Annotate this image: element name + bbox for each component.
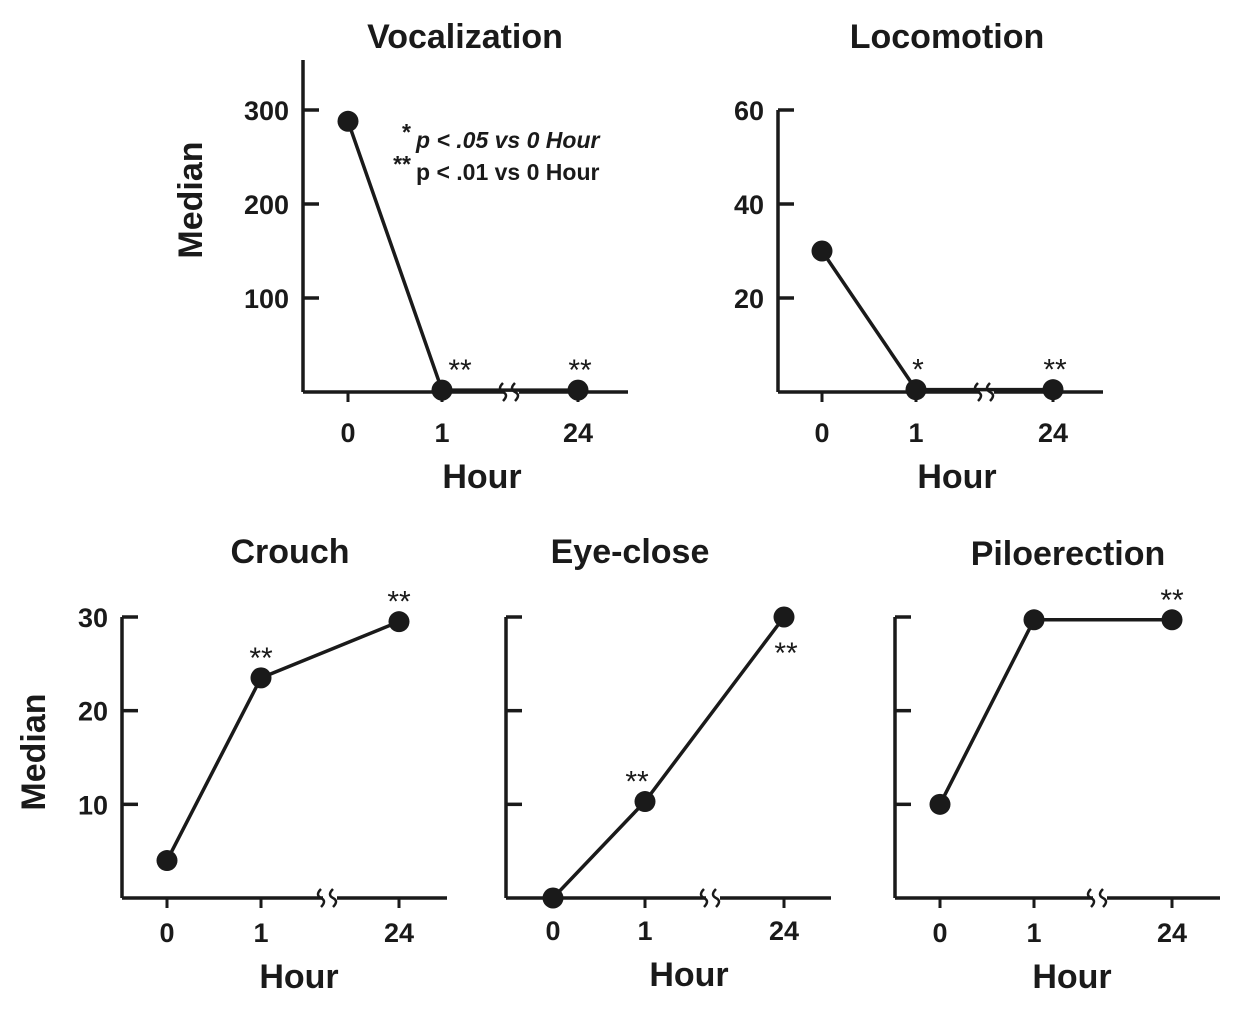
significance-legend: * p < .05 vs 0 Hour ** p < .01 vs 0 Hour <box>393 119 600 185</box>
chart-panel-piloerection: Piloerection 0 1 24 Hour ** <box>893 535 1220 996</box>
axis-break-mark <box>498 382 508 402</box>
significance-marker: ** <box>625 766 649 799</box>
axis-break-mark <box>1098 888 1108 908</box>
axis-break-mark <box>510 382 520 402</box>
x-tick-label: 24 <box>769 916 799 946</box>
data-point-24 <box>773 606 795 628</box>
significance-marker: ** <box>774 637 798 670</box>
significance-marker: ** <box>387 586 411 619</box>
axis-break-mark <box>699 888 709 908</box>
x-tick-label: 0 <box>814 418 829 448</box>
chart-panel-crouch: Crouch Median 10 20 30 0 1 24 Hour ** ** <box>15 533 447 996</box>
x-axis-label: Hour <box>442 458 521 496</box>
x-tick-label: 0 <box>340 418 355 448</box>
legend-star-double: ** <box>393 151 411 177</box>
axis-break-mark <box>985 382 995 402</box>
x-axis-label: Hour <box>649 956 728 994</box>
data-point-0 <box>156 850 178 872</box>
axis-break-mark <box>1086 888 1096 908</box>
y-tick-label: 40 <box>734 190 764 220</box>
significance-marker: ** <box>249 642 273 675</box>
series-line <box>165 620 400 862</box>
data-point-24 <box>567 379 589 401</box>
y-tick-label: 20 <box>734 284 764 314</box>
axis-break-mark <box>973 382 983 402</box>
x-tick-label: 0 <box>932 918 947 948</box>
y-tick-label: 20 <box>78 697 108 727</box>
x-tick-label: 24 <box>1157 918 1187 948</box>
y-axis-label: Median <box>172 141 210 258</box>
x-tick-label: 1 <box>1026 918 1041 948</box>
x-tick-label: 24 <box>1038 418 1068 448</box>
axis-break-mark <box>711 888 721 908</box>
significance-marker: ** <box>1043 354 1067 387</box>
data-point-1 <box>634 791 656 813</box>
y-tick-label: 30 <box>78 603 108 633</box>
x-axis-label: Hour <box>259 958 338 996</box>
data-point-0 <box>337 110 359 132</box>
chart-title: Eye-close <box>551 533 710 571</box>
x-tick-label: 0 <box>545 916 560 946</box>
y-axis-label: Median <box>15 693 53 810</box>
data-point-0 <box>811 240 833 262</box>
data-point-0 <box>929 793 951 815</box>
y-tick-label: 300 <box>244 96 289 126</box>
data-point-1 <box>431 379 453 401</box>
chart-title: Locomotion <box>850 18 1045 56</box>
y-tick-label: 10 <box>78 790 108 820</box>
chart-title: Vocalization <box>367 18 563 56</box>
significance-marker: ** <box>1160 584 1184 617</box>
significance-marker: ** <box>568 354 592 387</box>
chart-panel-eye-close: Eye-close 0 1 24 Hour ** ** <box>504 533 831 994</box>
y-tick-label: 200 <box>244 190 289 220</box>
x-tick-label: 24 <box>563 418 593 448</box>
x-tick-label: 24 <box>384 918 414 948</box>
x-tick-label: 0 <box>159 918 174 948</box>
x-tick-label: 1 <box>253 918 268 948</box>
y-tick-label: 60 <box>734 96 764 126</box>
chart-title: Piloerection <box>971 535 1166 573</box>
x-tick-label: 1 <box>637 916 652 946</box>
data-point-24 <box>1042 379 1064 401</box>
x-tick-label: 1 <box>908 418 923 448</box>
series-line <box>820 250 1053 392</box>
series-line <box>551 615 786 900</box>
legend-text-p01: p < .01 vs 0 Hour <box>416 159 599 185</box>
data-point-24 <box>1161 609 1183 631</box>
significance-marker: ** <box>448 354 472 387</box>
data-point-1 <box>1023 609 1045 631</box>
y-tick-label: 100 <box>244 284 289 314</box>
series-line <box>938 618 1172 806</box>
chart-panel-vocalization: Vocalization Median 100 200 300 0 1 24 Hour ** ** <box>172 18 628 496</box>
data-point-24 <box>388 611 410 633</box>
legend-text-p05: p < .05 vs 0 Hour <box>415 127 600 153</box>
x-axis-label: Hour <box>917 458 996 496</box>
significance-marker: * <box>912 354 924 387</box>
data-point-1 <box>905 379 927 401</box>
axis-break-mark <box>328 888 338 908</box>
data-point-1 <box>250 667 272 689</box>
axis-break-mark <box>316 888 326 908</box>
legend-star-single: * <box>402 119 411 145</box>
x-axis-label: Hour <box>1032 958 1111 996</box>
data-point-0 <box>542 887 564 909</box>
x-tick-label: 1 <box>434 418 449 448</box>
chart-title: Crouch <box>231 533 350 571</box>
